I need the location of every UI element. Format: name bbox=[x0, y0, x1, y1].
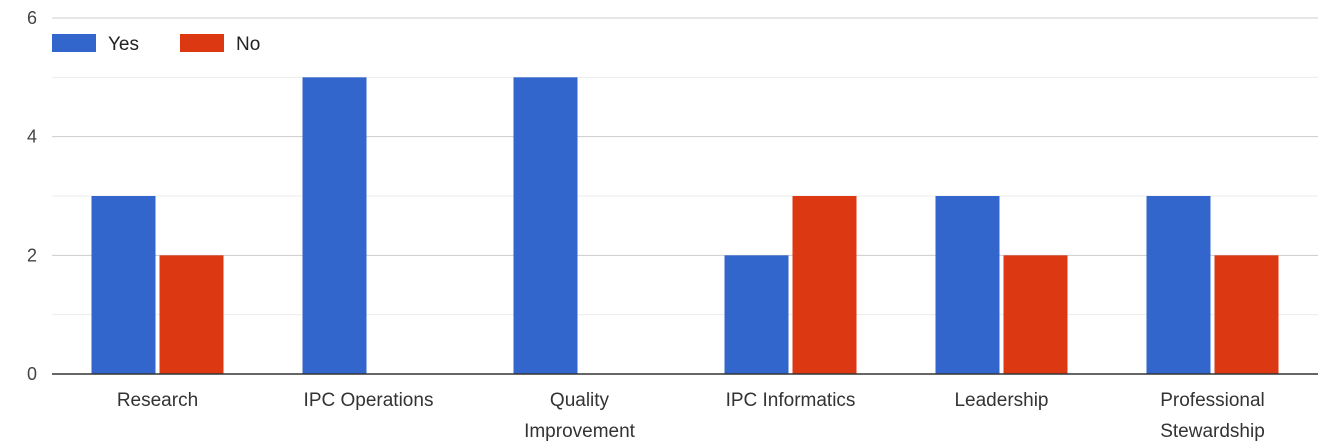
bar-yes-1 bbox=[302, 77, 367, 374]
bar-no-5 bbox=[1214, 255, 1279, 374]
x-tick-label: Quality Improvement bbox=[524, 390, 636, 442]
bar-yes-2 bbox=[513, 77, 578, 374]
legend: Yes No bbox=[52, 34, 260, 55]
x-tick-label: Research bbox=[117, 390, 198, 411]
bar-yes-0 bbox=[91, 196, 156, 374]
x-tick-label: IPC Operations bbox=[304, 390, 434, 411]
gridlines bbox=[52, 17, 1318, 316]
y-tick-label: 6 bbox=[27, 8, 37, 28]
legend-label-no: No bbox=[236, 34, 260, 55]
bar-no-4 bbox=[1003, 255, 1068, 374]
y-tick-label: 4 bbox=[27, 127, 37, 147]
bar-no-3 bbox=[792, 196, 857, 374]
x-tick-label: Leadership bbox=[954, 390, 1048, 411]
legend-swatch-no bbox=[180, 34, 224, 52]
bar-no-0 bbox=[159, 255, 224, 374]
bars bbox=[91, 77, 1279, 374]
bar-yes-5 bbox=[1146, 196, 1211, 374]
x-tick-label: Professional Stewardship bbox=[1160, 390, 1265, 442]
bar-yes-4 bbox=[935, 196, 1000, 374]
y-tick-label: 0 bbox=[27, 364, 37, 384]
x-tick-label: IPC Informatics bbox=[726, 390, 856, 411]
legend-swatch-yes bbox=[52, 34, 96, 52]
legend-label-yes: Yes bbox=[108, 34, 139, 55]
y-tick-label: 2 bbox=[27, 245, 37, 265]
bar-yes-3 bbox=[724, 255, 789, 374]
axes: 0 2 4 6 Research IPC Operations Quality Improve… bbox=[27, 8, 1318, 442]
